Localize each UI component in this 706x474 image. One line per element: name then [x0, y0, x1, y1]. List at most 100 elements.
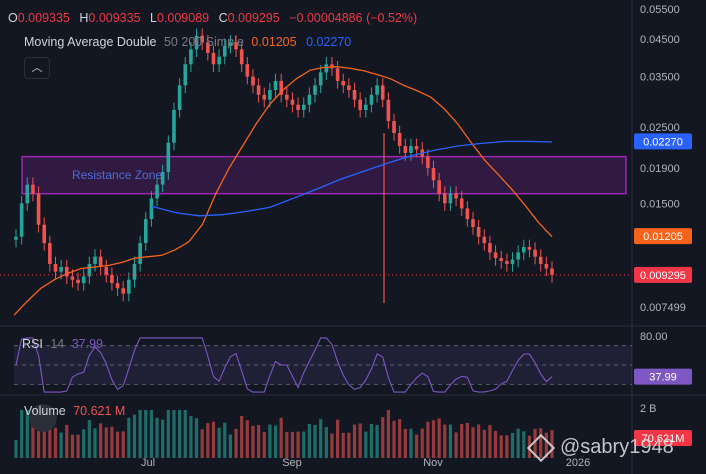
candle-body: [335, 68, 340, 81]
candle-body: [482, 236, 487, 244]
candle-body: [471, 219, 475, 228]
volume-bar: [166, 410, 170, 458]
ma50-line: [13, 66, 553, 316]
resistance-zone-box: [21, 155, 627, 195]
volume-bar: [251, 425, 255, 458]
close-label: C: [218, 11, 228, 25]
candle-body: [251, 76, 255, 86]
last-price-badge: [634, 266, 692, 283]
volume-bar: [527, 435, 532, 458]
candle-body: [358, 99, 362, 110]
candle-body: [313, 85, 317, 95]
low-label: L: [150, 11, 157, 25]
volume-bar: [386, 410, 390, 458]
ma200-price-badge-text: 0.02270: [643, 136, 683, 148]
candle-body: [318, 72, 323, 86]
ma200-price-badge: [634, 133, 692, 150]
resistance-zone-label: Resistance Zone: [72, 168, 162, 182]
candle-body: [70, 276, 75, 280]
candle-body: [533, 249, 537, 257]
volume-bar: [110, 426, 114, 458]
candle-body: [166, 142, 171, 172]
volume-bar: [138, 410, 142, 458]
volume-bar: [172, 410, 176, 458]
volume-bar: [296, 431, 300, 458]
price-tick-label: 0.04500: [640, 34, 680, 46]
volume-bar: [268, 424, 272, 458]
ma200-line: [151, 140, 553, 217]
candle-body: [505, 261, 509, 264]
volume-bar: [539, 428, 543, 458]
candle-body: [206, 42, 210, 53]
candle-body: [239, 49, 244, 65]
volume-bar: [352, 424, 357, 458]
candle-body: [521, 247, 526, 253]
volume-value: 70.621 M: [73, 404, 126, 418]
candle-body: [31, 184, 35, 194]
candle-body: [403, 146, 408, 154]
candle-body: [538, 256, 543, 264]
candle-body: [380, 85, 385, 100]
low-value: 0.009089: [156, 11, 210, 25]
candle-body: [53, 263, 58, 272]
candle-body: [115, 283, 120, 289]
volume-bar: [65, 424, 69, 458]
volume-bar: [324, 427, 328, 458]
volume-bar: [70, 434, 75, 458]
change-value: −0.00004886 (−0.52%): [289, 11, 418, 25]
volume-badge: [634, 430, 692, 446]
volume-bar: [20, 410, 24, 458]
volume-bar: [533, 428, 537, 458]
volume-bar: [155, 417, 159, 458]
candle-body: [87, 263, 92, 277]
candle-body: [431, 167, 436, 181]
candle-body: [262, 94, 267, 100]
volume-bar: [460, 423, 464, 458]
indicator-name: Moving Average Double: [24, 35, 157, 49]
collapse-indicators-button[interactable]: ︿: [24, 57, 50, 79]
candle-body: [194, 35, 199, 50]
volume-bar: [183, 410, 187, 458]
time-tick-label: Nov: [423, 457, 443, 469]
candle-body: [273, 80, 278, 91]
indicator-params: 50 200 Simple: [163, 35, 244, 49]
candle-body: [397, 133, 402, 147]
volume-bar: [302, 431, 306, 458]
volume-bar: [99, 423, 103, 458]
candle-body: [143, 219, 148, 244]
volume-bar: [115, 431, 120, 458]
volume-bar: [426, 421, 430, 458]
ohlc-legend: O0.009335 H0.009335 L0.009089 C0.009295 …: [8, 11, 423, 25]
volume-bar: [465, 422, 469, 458]
volume-bar: [59, 432, 63, 458]
volume-bar: [522, 431, 526, 458]
volume-legend[interactable]: Volume 70.621 M: [24, 404, 125, 418]
binance-logo-icon: [526, 433, 556, 462]
moving-average-legend[interactable]: Moving Average Double 50 200 Simple 0.01…: [24, 35, 351, 49]
candle-body: [296, 104, 300, 110]
volume-bar: [53, 427, 58, 458]
volume-bar: [336, 419, 340, 458]
volume-bar: [223, 422, 227, 458]
volume-bar: [403, 428, 407, 458]
volume-bar: [381, 417, 385, 458]
price-tick-label: 0.01500: [640, 198, 680, 210]
open-value: 0.009335: [17, 11, 70, 25]
candle-body: [544, 263, 549, 269]
high-label: H: [79, 11, 89, 25]
candle-body: [121, 288, 125, 294]
rsi-badge: [634, 368, 692, 385]
volume-bar: [211, 421, 216, 458]
volume-bar: [330, 433, 334, 458]
volume-bar: [36, 410, 41, 458]
price-tick-label: 0.03500: [640, 72, 680, 84]
candle-body: [386, 99, 391, 122]
candle-body: [330, 64, 334, 69]
volume-bar: [488, 424, 492, 458]
candle-body: [98, 256, 103, 267]
volume-bar: [31, 425, 35, 458]
rsi-length: 14: [50, 337, 65, 351]
price-tick-label: 0.01900: [640, 163, 680, 175]
rsi-legend[interactable]: RSI 14 37.99: [22, 337, 103, 351]
